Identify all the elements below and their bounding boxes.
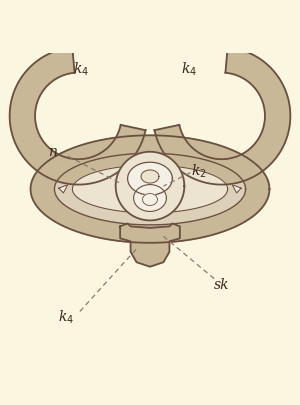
Text: k$_4$: k$_4$ xyxy=(73,61,89,78)
Polygon shape xyxy=(54,153,246,225)
Text: k$_2$: k$_2$ xyxy=(191,162,207,180)
Polygon shape xyxy=(116,152,184,220)
Polygon shape xyxy=(232,185,241,193)
Polygon shape xyxy=(120,224,180,267)
Text: k$_4$: k$_4$ xyxy=(181,61,197,78)
Polygon shape xyxy=(72,165,228,213)
Polygon shape xyxy=(10,47,145,185)
Text: n: n xyxy=(49,145,57,159)
Polygon shape xyxy=(128,162,172,195)
Polygon shape xyxy=(31,135,269,243)
Polygon shape xyxy=(142,194,158,205)
Polygon shape xyxy=(154,47,290,185)
Text: sk: sk xyxy=(214,277,230,292)
Polygon shape xyxy=(141,170,159,183)
Polygon shape xyxy=(134,185,166,211)
Text: k$_4$: k$_4$ xyxy=(58,309,74,326)
Polygon shape xyxy=(59,185,68,193)
